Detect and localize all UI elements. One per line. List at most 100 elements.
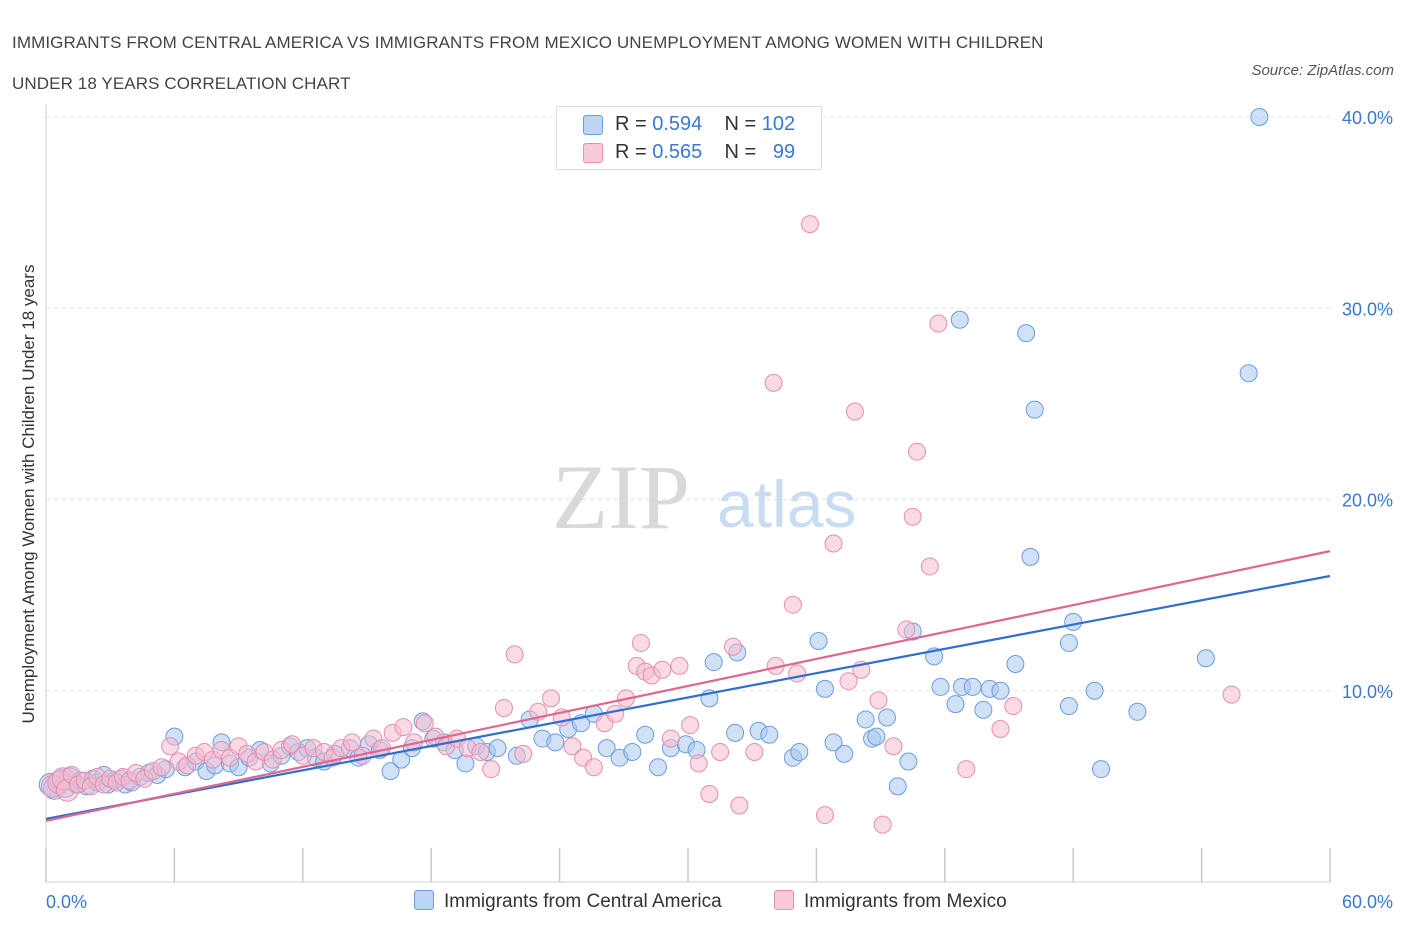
- point-central-america: [974, 700, 993, 719]
- point-central-america: [824, 733, 843, 752]
- legend-swatch-blue: [414, 890, 434, 910]
- legend-swatch-pink: [583, 143, 603, 163]
- y-tick-label: 40.0%: [1342, 108, 1393, 128]
- point-mexico: [505, 645, 524, 664]
- point-mexico: [711, 742, 730, 761]
- point-central-america: [950, 310, 969, 329]
- x-axis-ticks: [45, 848, 1331, 882]
- point-mexico: [161, 737, 180, 756]
- point-mexico: [631, 633, 650, 652]
- point-central-america: [815, 679, 834, 698]
- point-mexico: [471, 742, 490, 761]
- point-central-america: [1059, 633, 1078, 652]
- legend-r-label: R =: [615, 141, 647, 163]
- point-mexico: [873, 815, 892, 834]
- point-central-america: [456, 754, 475, 773]
- point-central-america: [878, 708, 897, 727]
- point-central-america: [1006, 654, 1025, 673]
- point-mexico: [903, 507, 922, 526]
- legend-row-mexico: R = 0.565 N = 99: [557, 139, 821, 167]
- point-mexico: [824, 534, 843, 553]
- correlation-legend: R = 0.594 N = 102 R = 0.565 N = 99: [556, 106, 822, 170]
- trend-line-mexico: [45, 550, 1331, 822]
- point-central-america: [1085, 681, 1104, 700]
- legend-label: Immigrants from Central America: [444, 891, 722, 912]
- point-mexico: [343, 733, 362, 752]
- point-mexico: [800, 215, 819, 234]
- point-central-america: [899, 752, 918, 771]
- source-credit: Source: ZipAtlas.com: [1251, 62, 1394, 79]
- point-mexico: [653, 660, 672, 679]
- point-mexico: [584, 758, 603, 777]
- point-mexico: [394, 718, 413, 737]
- legend-r-value: 0.594: [652, 113, 703, 135]
- point-mexico: [783, 595, 802, 614]
- point-mexico: [884, 737, 903, 756]
- point-central-america: [963, 677, 982, 696]
- point-mexico: [700, 785, 719, 804]
- point-mexico: [845, 402, 864, 421]
- bottom-legend-mexico: Immigrants from Mexico: [774, 890, 1007, 913]
- point-central-america: [1250, 108, 1269, 126]
- point-mexico: [1222, 685, 1241, 704]
- point-mexico: [897, 620, 916, 639]
- point-mexico: [563, 737, 582, 756]
- point-mexico: [957, 760, 976, 779]
- point-mexico: [283, 735, 302, 754]
- point-central-america: [931, 677, 950, 696]
- point-central-america: [760, 725, 779, 744]
- y-tick-labels: 10.0% 20.0% 30.0% 40.0%: [1342, 108, 1393, 702]
- point-mexico: [991, 720, 1010, 738]
- point-central-america: [726, 723, 745, 742]
- point-mexico: [1004, 697, 1023, 716]
- x-tick-labels: 0.0% 60.0%: [46, 892, 1393, 912]
- legend-swatch-pink: [774, 890, 794, 910]
- point-central-america: [1017, 324, 1036, 343]
- point-mexico: [764, 373, 783, 392]
- legend-n-value: 99: [772, 141, 796, 163]
- point-mexico: [606, 704, 625, 723]
- point-mexico: [839, 672, 858, 691]
- point-mexico: [907, 442, 926, 461]
- point-central-america: [867, 727, 886, 746]
- point-central-america: [1064, 612, 1083, 631]
- point-central-america: [1092, 760, 1111, 779]
- y-tick-label: 30.0%: [1342, 299, 1393, 319]
- chart-title: IMMIGRANTS FROM CENTRAL AMERICA VS IMMIG…: [12, 22, 1044, 104]
- point-central-america: [946, 695, 965, 714]
- point-central-america: [649, 758, 668, 777]
- trend-lines: [45, 550, 1331, 822]
- point-central-america: [1128, 702, 1147, 721]
- chart-title-line1: IMMIGRANTS FROM CENTRAL AMERICA VS IMMIG…: [12, 33, 1044, 52]
- trend-line-central-america: [45, 574, 1331, 820]
- y-axis-label: Unemployment Among Women with Children U…: [19, 265, 38, 724]
- point-mexico: [482, 760, 501, 779]
- point-central-america: [704, 653, 723, 672]
- point-central-america: [597, 739, 616, 758]
- legend-label: Immigrants from Mexico: [804, 891, 1007, 912]
- point-central-america: [790, 742, 809, 761]
- point-central-america: [1196, 649, 1215, 668]
- chart-title-line2: UNDER 18 YEARS CORRELATION CHART: [12, 74, 351, 93]
- y-tick-label: 10.0%: [1342, 682, 1393, 702]
- point-mexico: [745, 742, 764, 761]
- point-mexico: [514, 744, 533, 763]
- legend-row-central-america: R = 0.594 N = 102: [557, 111, 821, 139]
- point-mexico: [152, 758, 171, 777]
- point-central-america: [1239, 364, 1258, 383]
- point-mexico: [869, 691, 888, 710]
- point-central-america: [488, 739, 507, 758]
- point-central-america: [856, 710, 875, 729]
- watermark-zip: ZIP: [552, 446, 690, 548]
- point-central-america: [546, 733, 565, 752]
- point-central-america: [381, 762, 400, 781]
- point-central-america: [623, 742, 642, 761]
- point-central-america: [1059, 697, 1078, 716]
- point-central-america: [835, 744, 854, 763]
- point-central-america: [636, 725, 655, 744]
- watermark-atlas: atlas: [717, 467, 856, 541]
- legend-r-value: 0.565: [652, 141, 703, 163]
- legend-n-value: 102: [761, 113, 796, 135]
- point-mexico: [788, 664, 807, 683]
- point-mexico: [661, 729, 680, 748]
